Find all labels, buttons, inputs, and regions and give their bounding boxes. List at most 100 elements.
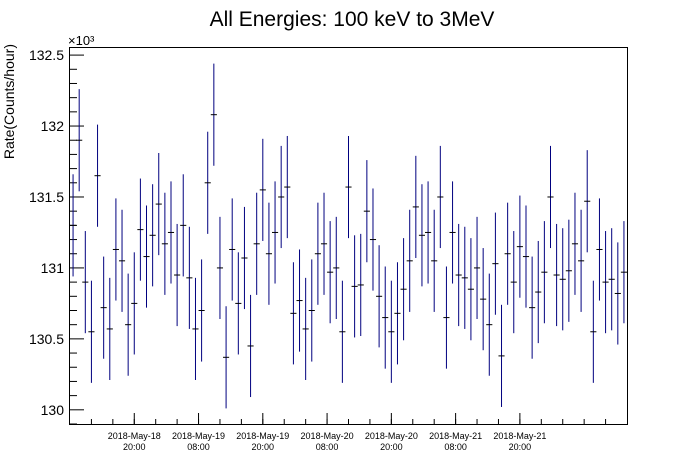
data-point [437,145,444,249]
data-point [247,294,254,398]
data-point [559,228,566,331]
x-tick-date-label: 2018-May-21 [429,431,482,441]
data-point [82,231,89,334]
x-tick-date-label: 2018-May-19 [236,431,289,441]
data-point [149,184,156,287]
data-point [596,198,603,301]
data-point [541,221,548,324]
data-point [320,192,328,295]
data-point [314,202,321,305]
data-point [412,155,419,258]
x-tick-time-label: 20:00 [252,442,275,452]
y-tick-label: 132.5 [29,47,64,63]
data-point [461,226,468,329]
data-point [584,150,591,253]
data-point [180,174,187,277]
data-point [143,205,150,308]
data-point [94,124,101,227]
data-point [308,259,315,362]
data-point [498,304,505,407]
data-point [278,145,285,249]
data-point [400,238,407,341]
data-point [571,192,579,295]
data-point [290,262,297,365]
data-point [590,280,597,383]
data-point [357,233,364,337]
data-point [253,192,260,295]
data-point [455,223,462,327]
data-point [425,181,432,284]
x-tick-date-label: 2018-May-20 [301,431,354,441]
data-point [504,202,511,305]
data-point [382,266,389,369]
data-point [100,256,107,359]
data-point [565,219,572,322]
data-point [614,242,621,345]
data-point [271,181,279,284]
data-point [161,192,168,295]
data-point [241,206,248,310]
y-axis-label: Rate(Counts/hour) [1,44,17,159]
x-tick-date-label: 2018-May-19 [172,431,225,441]
x-tick-date-label: 2018-May-21 [493,431,546,441]
data-point [118,209,126,312]
data-point [406,209,413,312]
x-tick-time-label: 08:00 [187,442,210,452]
data-point [394,262,401,365]
y-axis: 130 130.5 131 131.5 132 132.5 [29,47,84,425]
x-tick-date-label: 2018-May-18 [108,431,161,441]
data-point [296,249,303,352]
data-point [192,277,199,381]
data-point [431,209,438,312]
data-point [480,248,487,351]
data-point [553,223,560,327]
data-point [620,221,627,324]
data-point [547,145,554,249]
data-point [302,277,309,381]
data-point [363,160,370,263]
data-point [486,273,493,376]
data-point [167,181,175,284]
data-point [516,195,523,298]
data-point [137,178,144,281]
data-point [578,209,585,312]
data-point [522,205,530,308]
y-tick-label: 132 [41,118,65,134]
x-tick-date-label: 2018-May-20 [365,431,418,441]
data-point [235,252,242,355]
data-point [418,184,426,287]
data-point [510,231,517,334]
data-point [265,202,272,305]
data-point [388,280,395,383]
data-point [473,216,481,320]
data-point [535,240,542,344]
y-tick-label: 131 [41,260,65,276]
data-point [76,89,83,192]
data-point [259,138,266,241]
data-point [369,188,377,291]
data-point [210,63,217,166]
data-point [155,152,162,256]
y-tick-label: 130 [41,402,65,418]
data-point [186,226,193,329]
data-point [106,277,113,381]
data-point [125,273,132,376]
data-point [198,259,205,362]
data-point [174,223,181,327]
data-point [345,135,352,239]
y-tick-label: 131.5 [29,189,64,205]
data-point [131,252,138,355]
data-point [449,181,456,284]
x-tick-time-label: 20:00 [509,442,532,452]
x-tick-time-label: 20:00 [380,442,403,452]
data-point [376,245,383,348]
data-point [204,131,211,234]
plot-frame [69,47,628,425]
x-tick-time-label: 08:00 [444,442,467,452]
data-point [70,174,77,277]
data-point [443,266,450,369]
data-point [529,256,536,359]
chart-title: All Energies: 100 keV to 3MeV [210,8,495,31]
y-tick-label: 130.5 [29,331,64,347]
